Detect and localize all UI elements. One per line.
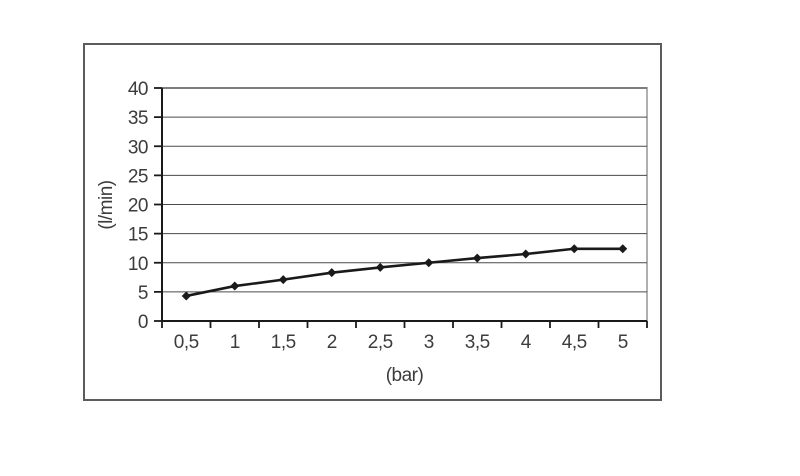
chart-frame: 0 5 10 15 20 25 30 35 40 0,5 1 1,5 2 2,5 3 3,5 4 4,5 5 (l… — [83, 43, 662, 401]
data-point-marker — [327, 268, 337, 278]
y-tick-label: 40 — [128, 79, 148, 100]
x-tick-labels: 0,5 1 1,5 2 2,5 3 3,5 4 4,5 5 — [174, 332, 629, 353]
y-tick-label: 0 — [138, 312, 148, 333]
data-series — [184, 247, 625, 298]
x-tick-label: 3,5 — [465, 332, 490, 353]
axis-ticks — [154, 87, 648, 328]
y-tick-label: 25 — [128, 166, 148, 187]
y-axis-title: (l/min) — [96, 180, 117, 229]
x-tick-label: 4,5 — [562, 332, 587, 353]
y-tick-label: 15 — [128, 225, 148, 246]
data-point-marker — [278, 275, 288, 285]
x-tick-label: 5 — [618, 332, 628, 353]
y-tick-labels: 0 5 10 15 20 25 30 35 40 — [128, 79, 149, 333]
data-point-marker — [230, 281, 240, 291]
data-point-marker — [375, 262, 385, 272]
y-tick-label: 10 — [128, 254, 148, 275]
y-tick-label: 5 — [138, 283, 148, 304]
flow-rate-chart: 0 5 10 15 20 25 30 35 40 0,5 1 1,5 2 2,5 3 3,5 4 4,5 5 (l… — [96, 79, 648, 386]
x-tick-label: 2,5 — [368, 332, 393, 353]
x-tick-label: 2 — [327, 332, 337, 353]
x-tick-label: 0,5 — [174, 332, 199, 353]
data-point-marker — [618, 244, 628, 254]
x-tick-label: 3 — [424, 332, 434, 353]
x-tick-label: 4 — [521, 332, 532, 353]
x-tick-label: 1,5 — [271, 332, 296, 353]
y-tick-label: 35 — [128, 108, 148, 129]
x-axis-title: (bar) — [386, 365, 424, 386]
y-tick-label: 20 — [128, 196, 148, 217]
data-point-marker — [472, 253, 482, 263]
gridlines — [162, 87, 647, 293]
data-line — [184, 247, 625, 298]
y-tick-label: 30 — [128, 137, 148, 158]
data-point-marker — [521, 249, 531, 259]
data-point-marker — [569, 244, 579, 254]
data-point-marker — [181, 291, 191, 301]
data-point-marker — [424, 258, 434, 268]
x-tick-label: 1 — [230, 332, 240, 353]
data-markers — [181, 244, 628, 301]
